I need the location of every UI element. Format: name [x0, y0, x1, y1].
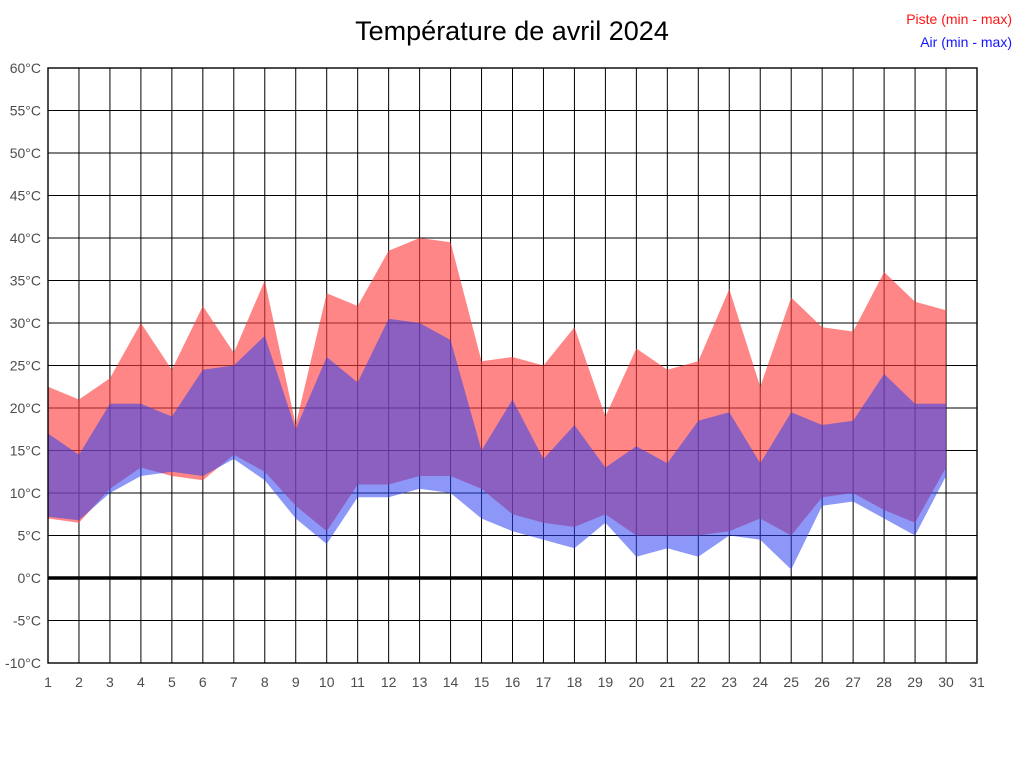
y-tick-label: 40°C	[10, 230, 41, 246]
x-tick-label: 23	[721, 674, 737, 690]
x-tick-label: 10	[319, 674, 335, 690]
legend-piste-label: Piste (min - max)	[906, 11, 1012, 27]
y-axis-labels: 60°C 55°C 50°C 45°C 40°C 35°C 30°C 25°C 20°C 15°C…	[5, 60, 41, 671]
x-tick-label: 26	[814, 674, 830, 690]
x-tick-label: 28	[876, 674, 892, 690]
x-tick-label: 14	[443, 674, 459, 690]
air-band	[48, 318, 947, 570]
x-tick-label: 3	[106, 674, 114, 690]
y-tick-label: 5°C	[18, 528, 42, 544]
x-tick-label: 15	[474, 674, 490, 690]
x-tick-label: 17	[536, 674, 552, 690]
x-tick-label: 21	[660, 674, 676, 690]
y-tick-label: 35°C	[10, 273, 41, 289]
x-tick-label: 13	[412, 674, 428, 690]
x-tick-label: 25	[783, 674, 799, 690]
x-tick-label: 22	[691, 674, 707, 690]
y-tick-label: 15°C	[10, 443, 41, 459]
y-tick-label: 20°C	[10, 400, 41, 416]
x-tick-label: 12	[381, 674, 397, 690]
x-tick-label: 8	[261, 674, 269, 690]
x-tick-label: 27	[845, 674, 861, 690]
x-axis-labels: 1 2 3 4 5 6 7 8 9 10 11 12 13 14 15 16 17 18 19 20 21 22 23 24 2…	[44, 674, 985, 690]
x-tick-label: 30	[938, 674, 954, 690]
x-tick-label: 16	[505, 674, 521, 690]
legend-air-label: Air (min - max)	[920, 34, 1012, 50]
x-tick-label: 7	[230, 674, 238, 690]
x-tick-label: 9	[292, 674, 300, 690]
y-tick-label: 55°C	[10, 103, 41, 119]
x-tick-label: 2	[75, 674, 83, 690]
x-tick-label: 4	[137, 674, 145, 690]
x-tick-label: 31	[969, 674, 985, 690]
x-tick-label: 5	[168, 674, 176, 690]
y-tick-label: -5°C	[13, 613, 41, 629]
x-tick-label: 1	[44, 674, 52, 690]
x-tick-label: 6	[199, 674, 207, 690]
y-tick-label: 30°C	[10, 315, 41, 331]
x-tick-label: 11	[350, 674, 365, 690]
x-tick-label: 20	[629, 674, 645, 690]
y-tick-label: 50°C	[10, 145, 41, 161]
y-tick-label: -10°C	[5, 655, 41, 671]
chart-title: Température de avril 2024	[355, 16, 669, 46]
chart-legend: Piste (min - max) Air (min - max)	[906, 8, 1012, 54]
y-tick-label: 25°C	[10, 358, 41, 374]
y-tick-label: 10°C	[10, 485, 41, 501]
y-tick-label: 60°C	[10, 60, 41, 76]
x-tick-label: 24	[752, 674, 768, 690]
y-tick-label: 0°C	[18, 570, 42, 586]
x-tick-label: 18	[567, 674, 583, 690]
x-tick-label: 19	[598, 674, 614, 690]
x-tick-label: 29	[907, 674, 923, 690]
y-tick-label: 45°C	[10, 188, 41, 204]
plot-border	[47, 67, 978, 664]
